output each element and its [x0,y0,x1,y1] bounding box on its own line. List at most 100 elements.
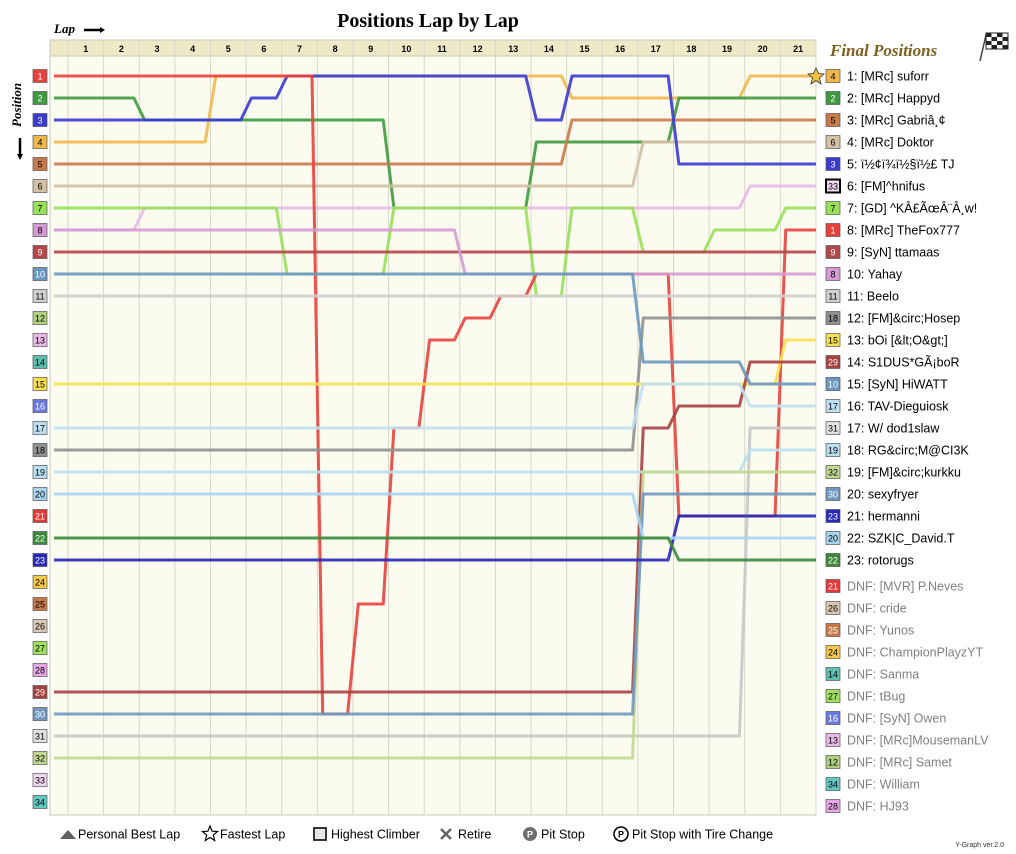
final-start-badge [825,178,841,194]
start-position-number: 3 [37,116,42,126]
start-position-number: 4 [37,138,42,148]
dnf-entry: DNF: [MRc]MousemanLV [847,734,989,748]
start-position-badge [32,663,48,677]
final-start-badge [825,223,841,237]
final-start-number: 6 [830,138,835,148]
start-position-badge [32,641,48,655]
dnf-start-badge [825,711,841,725]
dnf-start-number: 34 [828,780,838,790]
start-position-badge [32,179,48,193]
final-position-entry: 5: ï½¢ï¾ï½§ï½£ TJ [847,158,954,172]
dnf-entry: DNF: tBug [847,690,905,704]
legend-label: Pit Stop [541,828,585,842]
start-position-badge [32,575,48,589]
final-start-badge [825,509,841,523]
dnf-start-badge [825,623,841,637]
dnf-start-number: 16 [828,714,838,724]
series-line [54,470,816,760]
start-position-badge [32,619,48,633]
start-position-number: 31 [35,732,45,742]
legend-label: Fastest Lap [220,828,285,842]
dnf-start-number: 21 [828,582,838,592]
final-start-badge [825,157,841,171]
series-line [54,492,816,540]
start-position-number: 1 [37,72,42,82]
dnf-entry: DNF: Yunos [847,624,914,638]
dnf-start-number: 24 [828,648,838,658]
final-start-number: 32 [828,468,838,478]
final-position-entry: 7: [GD] ^KÂ£ÃœÂ¨Â¸w! [847,201,977,216]
lap-header-label: 10 [401,44,411,54]
start-position-badge [32,333,48,347]
final-position-entry: 19: [FM]&circ;kurkku [847,466,961,480]
final-start-number: 22 [828,556,838,566]
start-position-number: 25 [35,600,45,610]
final-start-number: 3 [830,160,835,170]
start-position-badge [32,443,48,457]
lap-header-band [49,39,817,57]
final-start-number: 15 [828,336,838,346]
series-line [54,382,816,430]
start-position-number: 7 [37,204,42,214]
lap-header-label: 1 [83,44,88,54]
final-position-entry: 1: [MRc] suforr [847,70,929,84]
final-position-entry: 14: S1DUS*GÃ¡boR [847,356,960,370]
series-line [54,514,816,562]
final-start-number: 23 [828,512,838,522]
start-position-number: 13 [35,336,45,346]
pit-stop-letter: P [527,830,533,840]
start-position-number: 8 [37,226,42,236]
start-position-badge [32,201,48,215]
final-position-entry: 21: hermanni [847,510,920,524]
dnf-start-badge [825,601,841,615]
lap-header-label: 5 [226,44,231,54]
start-position-badge [32,245,48,259]
final-start-number: 17 [828,402,838,412]
dnf-entry: DNF: cride [847,602,907,616]
final-start-badge [825,355,841,369]
final-position-entry: 11: Beelo [847,290,899,304]
start-position-number: 11 [35,292,44,302]
start-position-number: 2 [37,94,42,104]
start-position-number: 22 [35,534,45,544]
dnf-entry: DNF: [MVR] P.Neves [847,580,963,594]
start-position-number: 10 [35,270,45,280]
start-position-badge [32,465,48,479]
dnf-start-badge [825,579,841,593]
dnf-start-number: 26 [828,604,838,614]
final-position-entry: 3: [MRc] Gabriâ¸¢ [847,114,946,128]
start-position-number: 30 [35,710,45,720]
final-start-number: 33 [828,182,838,192]
final-start-number: 8 [830,270,835,280]
start-position-number: 9 [37,248,42,258]
start-position-badge [32,751,48,765]
legend-label: Pit Stop with Tire Change [632,828,773,842]
start-position-number: 20 [35,490,45,500]
start-position-badge [32,267,48,281]
retire-cross-icon [440,828,452,840]
final-position-entry: 16: TAV-Dieguiosk [847,400,949,414]
start-position-number: 32 [35,754,45,764]
pit-tire-change-icon [613,826,629,842]
start-position-badge [32,377,48,391]
series-line [54,118,816,166]
final-start-badge [825,487,841,501]
dnf-start-number: 27 [828,692,838,702]
lap-header-label: 19 [722,44,732,54]
series-line [54,536,816,562]
final-start-number: 30 [828,490,838,500]
series-line [54,360,816,694]
start-position-badge [32,795,48,809]
series-line [54,426,816,738]
legend-label: Retire [458,828,491,842]
final-start-badge [825,245,841,259]
final-start-badge [825,377,841,391]
final-start-badge [825,553,841,567]
final-position-entry: 9: [SyN] ttamaas [847,246,939,260]
start-position-badge [32,685,48,699]
final-position-entry: 4: [MRc] Doktor [847,136,934,150]
series-line [54,272,816,386]
final-position-entry: 22: SZK|C_David.T [847,532,955,546]
personal-best-triangle-icon [60,830,76,839]
